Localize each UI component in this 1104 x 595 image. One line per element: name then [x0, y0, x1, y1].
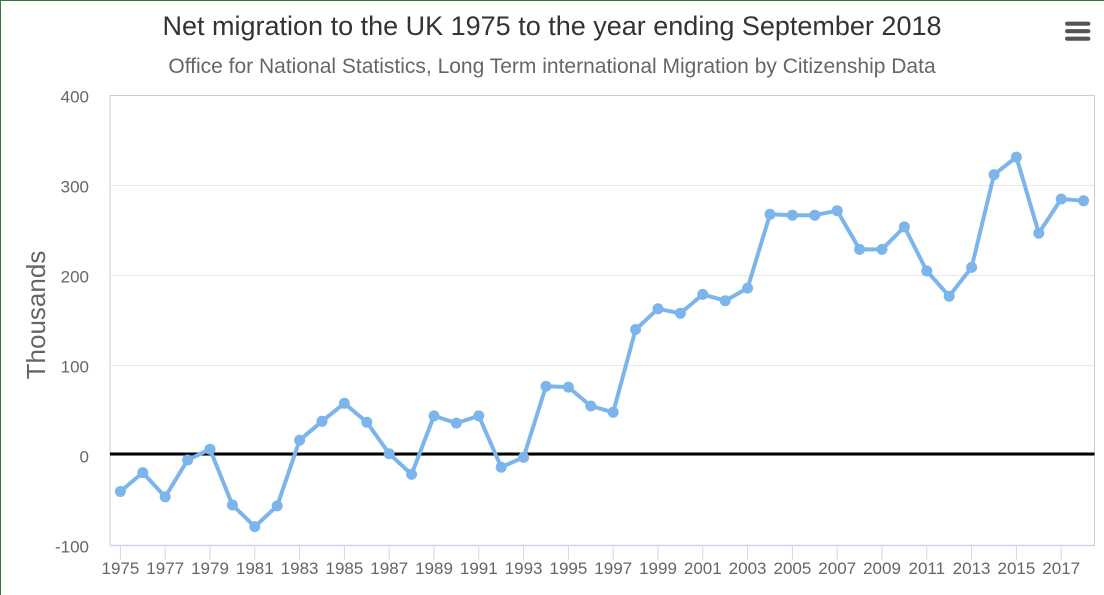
svg-text:1993: 1993 [505, 559, 543, 578]
svg-text:1985: 1985 [325, 559, 363, 578]
svg-text:2011: 2011 [909, 559, 946, 578]
svg-text:2015: 2015 [997, 559, 1035, 578]
svg-text:200: 200 [61, 268, 89, 287]
svg-text:1981: 1981 [236, 559, 274, 578]
svg-text:1987: 1987 [370, 559, 408, 578]
svg-text:2003: 2003 [729, 559, 767, 578]
svg-text:1991: 1991 [460, 559, 498, 578]
svg-text:-100: -100 [55, 538, 89, 557]
svg-text:2017: 2017 [1042, 559, 1080, 578]
svg-text:1989: 1989 [415, 559, 453, 578]
svg-text:Thousands: Thousands [21, 251, 51, 380]
svg-text:1977: 1977 [146, 559, 184, 578]
svg-text:300: 300 [61, 178, 89, 197]
svg-text:1999: 1999 [639, 559, 677, 578]
svg-text:0: 0 [80, 448, 89, 467]
svg-text:2009: 2009 [863, 559, 901, 578]
svg-text:Office for National Statistics: Office for National Statistics, Long Ter… [168, 55, 936, 78]
svg-text:2013: 2013 [953, 559, 991, 578]
svg-text:1979: 1979 [191, 559, 229, 578]
svg-text:100: 100 [61, 358, 89, 377]
svg-text:1983: 1983 [281, 559, 319, 578]
svg-text:2005: 2005 [773, 559, 811, 578]
svg-text:2007: 2007 [818, 559, 856, 578]
svg-text:Net migration to the UK 1975 t: Net migration to the UK 1975 to the year… [163, 11, 942, 41]
svg-text:1995: 1995 [549, 559, 587, 578]
svg-text:400: 400 [61, 88, 89, 107]
svg-text:1997: 1997 [594, 559, 632, 578]
svg-text:1975: 1975 [101, 559, 139, 578]
svg-text:2001: 2001 [684, 559, 722, 578]
